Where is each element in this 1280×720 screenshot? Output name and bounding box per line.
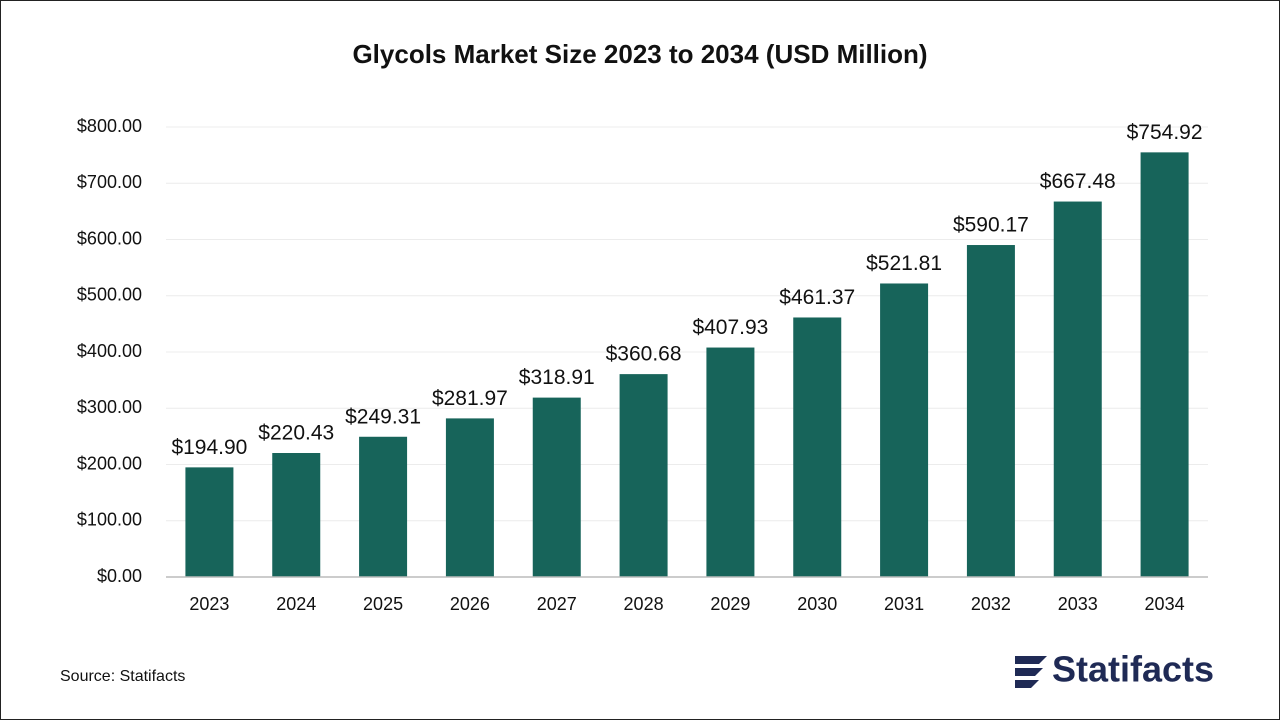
value-label: $461.37 bbox=[779, 286, 855, 309]
bar bbox=[185, 467, 234, 577]
brand: Statifacts bbox=[1052, 649, 1214, 690]
x-tick-label: 2033 bbox=[1058, 594, 1098, 614]
y-tick-label: $100.00 bbox=[77, 510, 142, 530]
value-label: $667.48 bbox=[1040, 170, 1116, 193]
x-tick-label: 2032 bbox=[971, 594, 1011, 614]
bar bbox=[966, 245, 1015, 578]
x-tick-label: 2023 bbox=[189, 594, 229, 614]
value-label: $521.81 bbox=[866, 252, 942, 275]
logo: Statifacts bbox=[1015, 649, 1214, 690]
bar bbox=[359, 436, 408, 577]
x-tick-label: 2024 bbox=[276, 594, 316, 614]
y-tick-label: $300.00 bbox=[77, 397, 142, 417]
y-tick-label: $800.00 bbox=[77, 116, 142, 136]
source: Source: Statifacts bbox=[60, 668, 185, 685]
y-tick-label: $600.00 bbox=[77, 228, 142, 248]
x-tick-label: 2027 bbox=[537, 594, 577, 614]
value-label: $407.93 bbox=[692, 316, 768, 339]
x-tick-label: 2026 bbox=[450, 594, 490, 614]
x-tick-label: 2034 bbox=[1145, 594, 1185, 614]
bar bbox=[793, 317, 842, 577]
y-tick-label: $700.00 bbox=[77, 172, 142, 192]
value-label: $754.92 bbox=[1127, 121, 1203, 144]
x-tick-label: 2029 bbox=[710, 594, 750, 614]
bar bbox=[445, 418, 494, 577]
value-label: $194.90 bbox=[171, 436, 247, 459]
x-tick-label: 2031 bbox=[884, 594, 924, 614]
x-tick-label: 2028 bbox=[624, 594, 664, 614]
y-tick-label: $500.00 bbox=[77, 285, 142, 305]
x-tick-label: 2025 bbox=[363, 594, 403, 614]
bar bbox=[532, 397, 581, 577]
bar bbox=[1053, 201, 1102, 578]
chart-title: Glycols Market Size 2023 to 2034 (USD Mi… bbox=[352, 39, 927, 69]
bar bbox=[619, 374, 668, 577]
bar bbox=[706, 347, 755, 577]
value-label: $220.43 bbox=[258, 422, 334, 445]
value-label: $281.97 bbox=[432, 387, 508, 410]
logo-icon bbox=[1015, 656, 1047, 688]
bar bbox=[272, 453, 321, 577]
y-tick-label: $200.00 bbox=[77, 453, 142, 473]
y-tick-label: $400.00 bbox=[77, 341, 142, 361]
bar bbox=[1140, 152, 1189, 578]
y-tick-label: $0.00 bbox=[97, 566, 142, 586]
bar bbox=[880, 283, 929, 577]
x-tick-label: 2030 bbox=[797, 594, 837, 614]
value-label: $318.91 bbox=[519, 366, 595, 389]
value-label: $249.31 bbox=[345, 405, 421, 428]
value-label: $360.68 bbox=[606, 343, 682, 366]
value-label: $590.17 bbox=[953, 214, 1029, 237]
